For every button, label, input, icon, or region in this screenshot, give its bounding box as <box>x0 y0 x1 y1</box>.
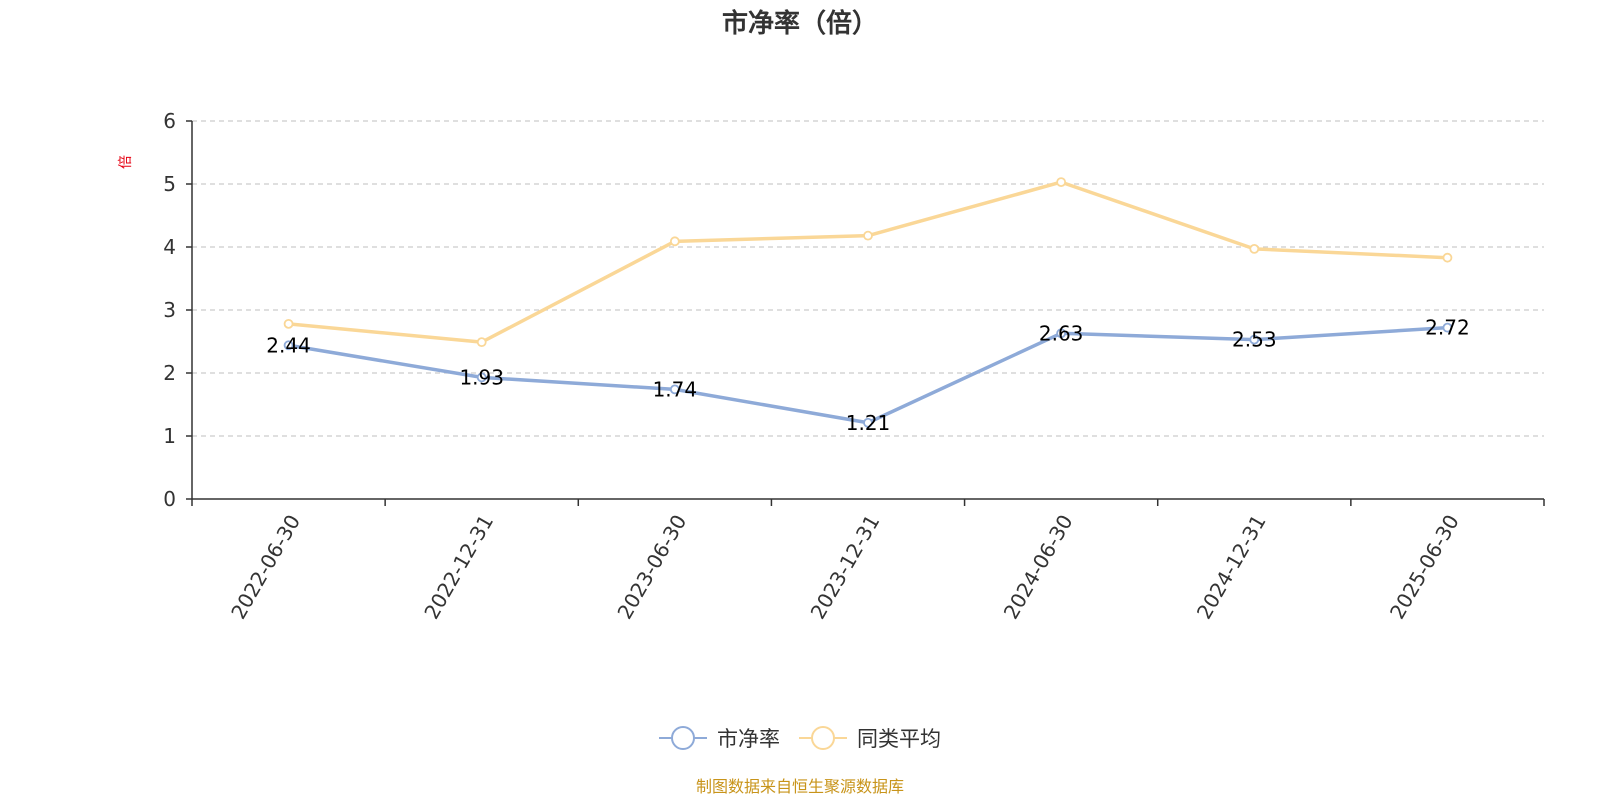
y-tick-label: 4 <box>163 235 176 259</box>
x-tick-label: 2022-12-31 <box>419 511 498 624</box>
source-note: 制图数据来自恒生聚源数据库 <box>696 777 904 796</box>
y-axis-unit-label: 倍 <box>118 155 134 169</box>
y-tick-label: 5 <box>163 172 176 196</box>
data-point[interactable] <box>863 417 873 428</box>
data-label: 1.93 <box>459 365 504 389</box>
legend-circle-icon <box>811 726 835 750</box>
y-tick-label: 0 <box>163 487 176 511</box>
data-label: 2.44 <box>266 333 311 357</box>
data-point[interactable] <box>476 372 487 383</box>
data-point[interactable] <box>669 384 680 395</box>
data-point[interactable] <box>1249 243 1260 254</box>
y-tick-label: 1 <box>163 424 176 448</box>
data-label: 1.21 <box>846 411 891 435</box>
data-point[interactable] <box>1056 177 1067 188</box>
legend-item-2[interactable]: 同类平均 <box>799 726 941 751</box>
x-tick-label: 2022-06-30 <box>226 511 305 624</box>
series-1 <box>283 322 1453 428</box>
legend-circle-icon <box>671 726 695 750</box>
x-tick-label: 2023-06-30 <box>612 511 691 624</box>
data-point[interactable] <box>283 318 294 329</box>
data-label: 2.63 <box>1039 321 1084 345</box>
data-point[interactable] <box>1442 252 1453 263</box>
data-point[interactable] <box>863 230 873 241</box>
data-point[interactable] <box>1056 328 1067 339</box>
y-tick-label: 6 <box>163 109 176 133</box>
data-point[interactable] <box>283 340 294 351</box>
series-2 <box>283 177 1453 348</box>
data-point[interactable] <box>669 236 680 247</box>
grid-lines <box>192 120 1544 437</box>
data-label: 1.74 <box>653 377 698 401</box>
chart-title: 市净率（倍） <box>722 8 878 39</box>
legend-item-1[interactable]: 市净率 <box>659 726 780 751</box>
legend[interactable]: 市净率 同类平均 <box>659 726 941 751</box>
legend-label: 市净率 <box>717 727 780 751</box>
y-tick-label: 3 <box>163 298 176 322</box>
y-tick-label: 2 <box>163 361 176 385</box>
series-lines <box>283 177 1453 428</box>
data-label: 2.53 <box>1232 328 1277 352</box>
data-point[interactable] <box>1442 322 1453 333</box>
legend-label: 同类平均 <box>857 727 941 751</box>
data-point[interactable] <box>1249 334 1260 345</box>
data-label: 2.72 <box>1425 316 1470 340</box>
x-tick-label: 2023-12-31 <box>806 511 885 624</box>
axes: 0 1 2 3 4 5 6 2022-06-30 2022-12-31 2023-06-30 202… <box>163 109 1545 624</box>
series-line <box>288 180 1448 344</box>
x-tick-label: 2024-06-30 <box>999 511 1078 624</box>
data-labels: 2.44 1.93 1.74 1.21 2.63 2.53 2.72 <box>266 316 1469 435</box>
x-tick-label: 2024-12-31 <box>1192 511 1271 624</box>
data-point[interactable] <box>476 337 487 348</box>
x-tick-label: 2025-06-30 <box>1385 511 1464 624</box>
